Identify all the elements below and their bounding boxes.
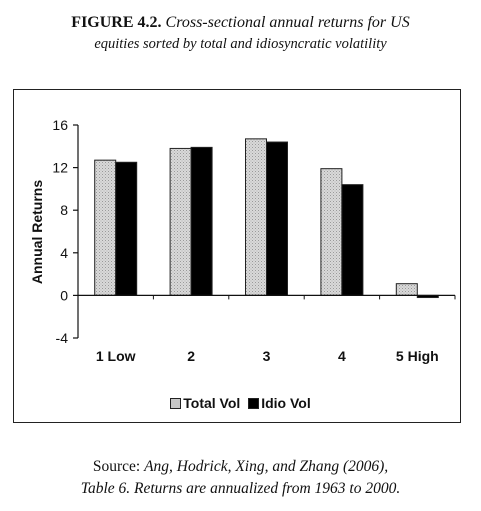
x-category-label: 2 <box>187 348 195 364</box>
bar-total-vol <box>94 159 117 296</box>
figure-title-line1: Cross-sectional annual returns for US <box>165 14 410 31</box>
y-tick-label: -4 <box>56 330 69 346</box>
chart-frame <box>13 89 461 423</box>
y-tick-label: 4 <box>60 245 68 261</box>
figure-title-line2: equities sorted by total and idiosyncrat… <box>94 36 387 52</box>
figure-caption-title: FIGURE 4.2. Cross-sectional annual retur… <box>0 12 481 34</box>
y-axis-label: Annual Returns <box>29 180 45 284</box>
bar-total-vol <box>320 168 343 296</box>
y-tick-label: 16 <box>52 117 68 133</box>
legend-item-total-vol: Total Vol <box>170 395 240 411</box>
figure-label: FIGURE 4.2. <box>71 14 162 31</box>
source-label: Source: <box>92 458 141 475</box>
source-text-line2: Table 6. Returns are annualized from 196… <box>80 480 401 497</box>
legend-swatch-total-vol <box>170 397 182 409</box>
x-category-label: 3 <box>263 348 271 364</box>
legend-label-total-vol: Total Vol <box>183 395 241 411</box>
bar-total-vol <box>169 147 192 296</box>
x-category-label: 4 <box>338 348 346 364</box>
chart-legend: Total Vol Idio Vol <box>0 395 481 412</box>
y-tick-label: 0 <box>60 287 68 303</box>
legend-label-idio-vol: Idio Vol <box>261 395 311 411</box>
bar-idio-vol <box>115 161 138 296</box>
bar-idio-vol <box>266 141 288 296</box>
bar-idio-vol <box>190 146 213 296</box>
x-category-label: 5 High <box>396 348 439 364</box>
source-text-line1: Ang, Hodrick, Xing, and Zhang (2006), <box>144 458 389 475</box>
source-line1: Source: Ang, Hodrick, Xing, and Zhang (2… <box>0 458 481 476</box>
bar-total-vol <box>245 138 267 296</box>
bar-idio-vol <box>341 184 364 296</box>
bar-total-vol <box>395 283 418 296</box>
x-category-label: 1 Low <box>96 348 136 364</box>
legend-item-idio-vol: Idio Vol <box>248 395 311 411</box>
y-tick-label: 12 <box>52 160 68 176</box>
y-tick-label: 8 <box>60 202 68 218</box>
legend-swatch-idio-vol <box>248 397 260 409</box>
